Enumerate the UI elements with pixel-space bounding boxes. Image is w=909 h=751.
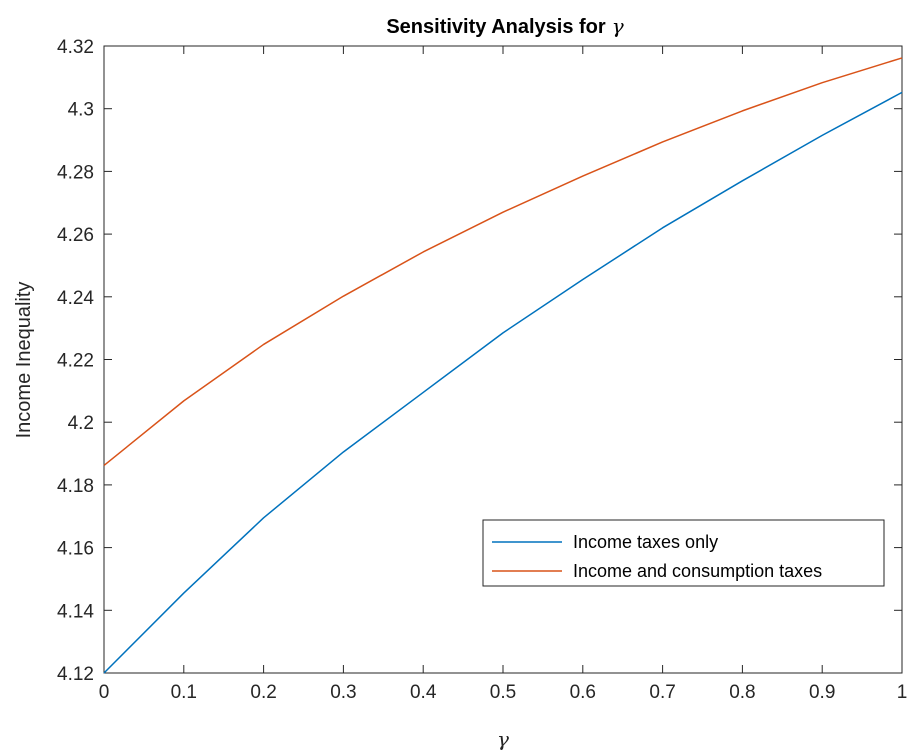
legend-label-income-and-consumption-taxes: Income and consumption taxes — [573, 561, 822, 581]
legend-box — [482, 519, 885, 587]
y-tick-label: 4.12 — [57, 664, 94, 685]
y-tick-label: 4.22 — [57, 351, 94, 372]
y-tick-label: 4.32 — [57, 37, 94, 58]
x-axis-label: γ — [497, 727, 509, 751]
series-lines — [103, 57, 903, 674]
x-tick-label: 0.8 — [729, 682, 755, 703]
x-tick-label: 0.9 — [809, 682, 835, 703]
y-tick-label: 4.28 — [57, 162, 94, 183]
y-tick-label: 4.24 — [57, 288, 94, 309]
x-tick-label: 0.5 — [490, 682, 516, 703]
y-tick-label: 4.18 — [57, 476, 94, 497]
series-line-income-and-consumption-taxes — [103, 57, 903, 467]
x-tick-label: 0.3 — [330, 682, 356, 703]
legend-label-income-taxes-only: Income taxes only — [573, 532, 718, 552]
series-line-income-taxes-only — [103, 91, 903, 674]
y-tick-label: 4.2 — [68, 413, 94, 434]
x-tick-label: 0 — [99, 682, 110, 703]
y-tick-label: 4.26 — [57, 225, 94, 246]
x-tick-label: 0.1 — [171, 682, 197, 703]
y-tick-label: 4.3 — [68, 100, 94, 121]
y-axis-label: Income Inequality — [13, 282, 35, 439]
x-tick-label: 0.7 — [649, 682, 675, 703]
x-tick-label: 0.4 — [410, 682, 437, 703]
chart-title: Sensitivity Analysis for γ — [386, 14, 623, 38]
x-tick-label: 0.2 — [250, 682, 276, 703]
y-tick-label: 4.14 — [57, 601, 94, 622]
axis-ticks: 0 0.1 0.2 0.3 0.4 0.5 0.6 0.7 0.8 0.9 1 4.12 4.14 4.1… — [57, 37, 907, 703]
x-tick-label: 1 — [897, 682, 908, 703]
y-tick-label: 4.16 — [57, 539, 94, 560]
x-tick-label: 0.6 — [570, 682, 596, 703]
legend: Income taxes only Income and consumption… — [482, 519, 885, 587]
